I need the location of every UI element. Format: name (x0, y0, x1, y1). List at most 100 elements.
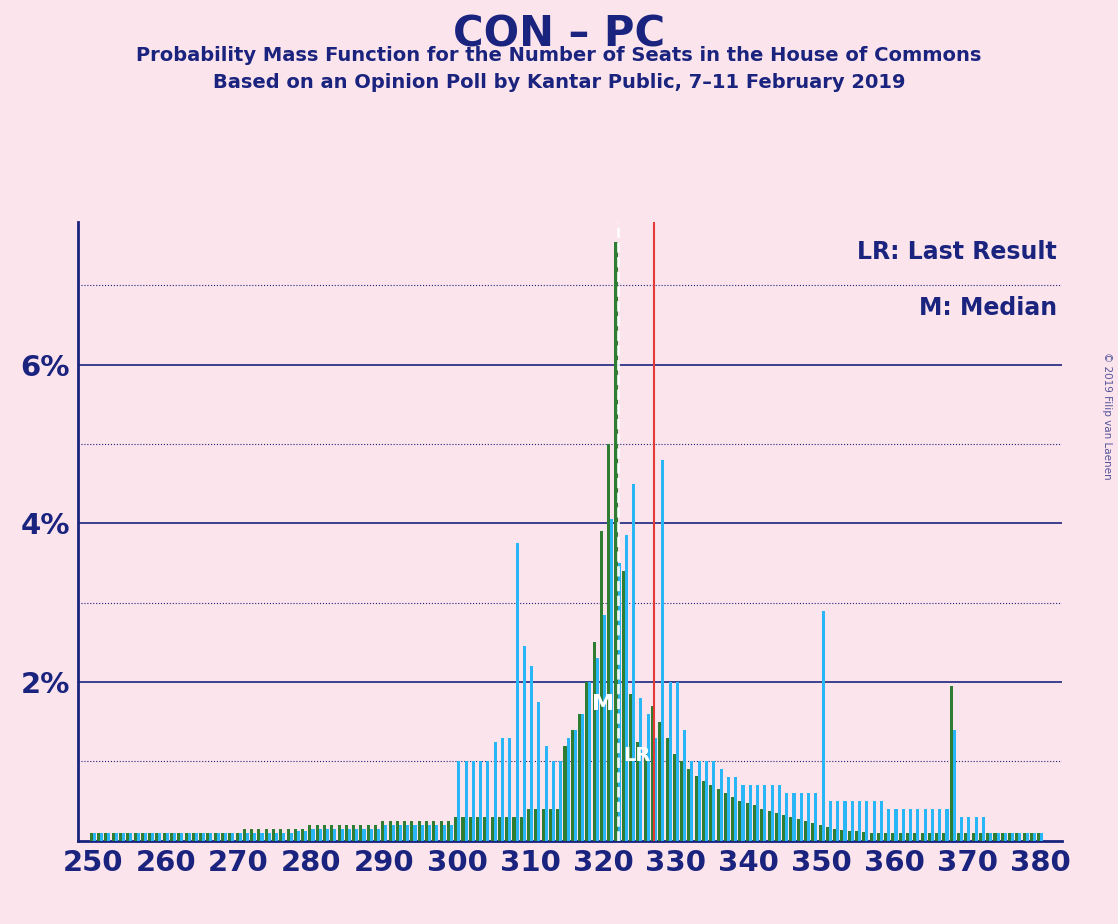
Bar (870, 833, 873, 841)
Bar (199, 833, 202, 841)
Bar (414, 825, 417, 841)
Bar (770, 785, 774, 841)
Bar (344, 825, 348, 841)
Bar (702, 782, 705, 841)
Bar (651, 706, 654, 841)
Bar (148, 833, 151, 841)
Bar (257, 829, 260, 841)
Bar (717, 789, 720, 841)
Bar (381, 821, 385, 841)
Bar (880, 801, 883, 841)
Bar (902, 809, 904, 841)
Bar (946, 809, 948, 841)
Bar (1001, 833, 1004, 841)
Bar (207, 833, 209, 841)
Bar (873, 801, 875, 841)
Bar (1023, 833, 1025, 841)
Bar (778, 785, 781, 841)
Bar (348, 829, 351, 841)
Bar (720, 770, 722, 841)
Bar (665, 737, 669, 841)
Bar (982, 817, 985, 841)
Bar (851, 801, 854, 841)
Bar (698, 761, 701, 841)
Bar (141, 833, 144, 841)
Bar (979, 833, 982, 841)
Bar (527, 809, 530, 841)
Bar (483, 817, 486, 841)
Bar (741, 785, 745, 841)
Bar (559, 761, 562, 841)
Bar (615, 241, 617, 841)
Bar (563, 746, 567, 841)
Bar (221, 833, 224, 841)
Bar (515, 543, 519, 841)
Bar (617, 563, 620, 841)
Bar (894, 809, 898, 841)
Bar (899, 833, 902, 841)
Bar (323, 825, 326, 841)
Bar (159, 833, 161, 841)
Bar (420, 825, 424, 841)
Bar (818, 825, 822, 841)
Bar (341, 829, 343, 841)
Bar (654, 737, 657, 841)
Bar (600, 531, 603, 841)
Bar (723, 793, 727, 841)
Bar (188, 833, 191, 841)
Bar (644, 754, 646, 841)
Bar (920, 833, 923, 841)
Bar (965, 833, 967, 841)
Bar (89, 833, 93, 841)
Bar (449, 825, 453, 841)
Bar (133, 833, 136, 841)
Bar (265, 829, 267, 841)
Bar (760, 809, 764, 841)
Bar (433, 821, 435, 841)
Bar (661, 460, 664, 841)
Bar (144, 833, 146, 841)
Bar (989, 833, 993, 841)
Bar (727, 777, 730, 841)
Bar (136, 833, 140, 841)
Bar (290, 833, 293, 841)
Bar (104, 833, 107, 841)
Bar (593, 642, 596, 841)
Bar (928, 833, 931, 841)
Bar (669, 682, 672, 841)
Bar (931, 809, 934, 841)
Bar (691, 761, 693, 841)
Bar (673, 754, 676, 841)
Bar (804, 821, 807, 841)
Bar (799, 793, 803, 841)
Bar (238, 833, 241, 841)
Bar (986, 833, 989, 841)
Bar (217, 833, 220, 841)
Bar (178, 833, 180, 841)
Bar (119, 833, 122, 841)
Bar (301, 829, 304, 841)
Bar (1015, 833, 1018, 841)
Bar (523, 647, 525, 841)
Bar (454, 817, 457, 841)
Bar (391, 825, 395, 841)
Bar (209, 833, 212, 841)
Text: © 2019 Filip van Laenen: © 2019 Filip van Laenen (1102, 352, 1112, 480)
Bar (549, 809, 552, 841)
Bar (629, 694, 632, 841)
Bar (967, 817, 970, 841)
Bar (267, 833, 271, 841)
Bar (494, 742, 496, 841)
Bar (996, 833, 999, 841)
Bar (250, 829, 253, 841)
Bar (297, 832, 300, 841)
Bar (935, 833, 938, 841)
Bar (913, 833, 917, 841)
Text: CON – PC: CON – PC (453, 14, 665, 55)
Bar (1008, 833, 1011, 841)
Bar (180, 833, 183, 841)
Bar (865, 801, 869, 841)
Bar (822, 611, 825, 841)
Bar (884, 833, 888, 841)
Bar (960, 817, 963, 841)
